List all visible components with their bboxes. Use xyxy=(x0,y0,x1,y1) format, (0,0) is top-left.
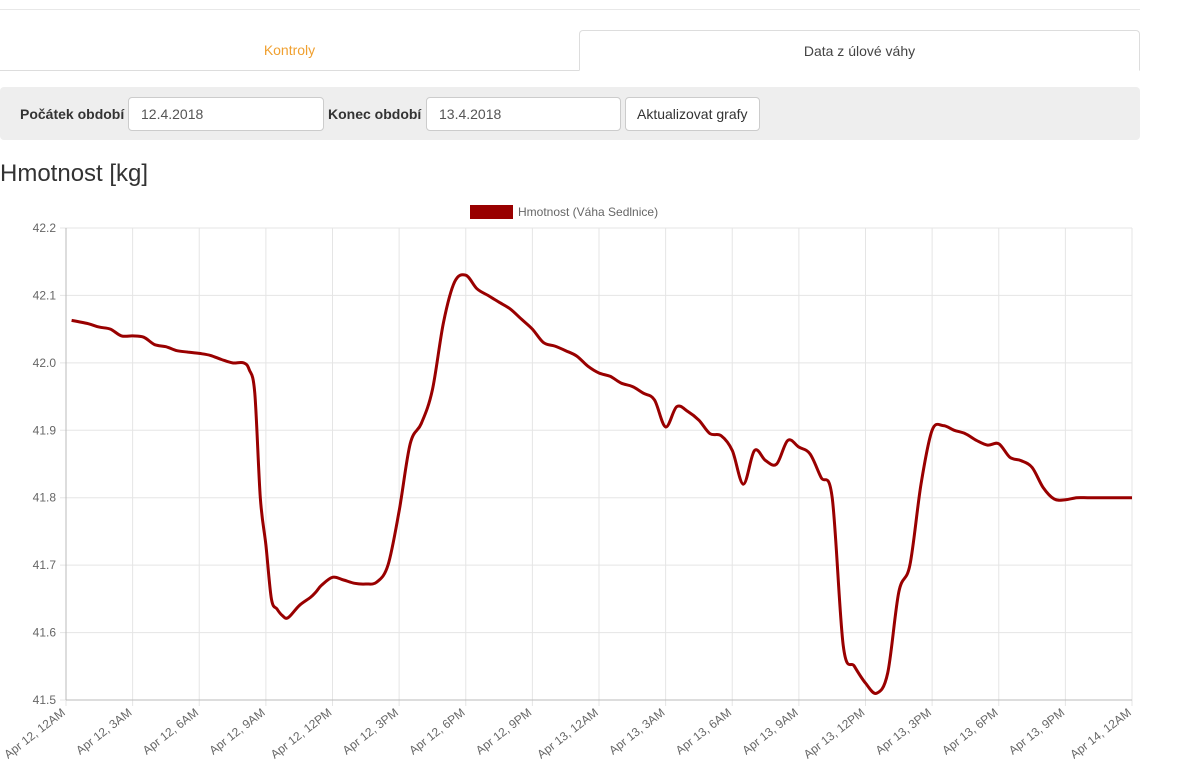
series-line-hmotnost xyxy=(71,273,1132,695)
tab-bar: Kontroly Data z úlové váhy xyxy=(0,30,1140,72)
x-tick-label: Apr 13, 12PM xyxy=(801,705,867,761)
y-tick-label: 41.7 xyxy=(33,558,57,572)
x-tick-label: Apr 13, 9PM xyxy=(1006,705,1067,757)
x-tick-label: Apr 12, 9AM xyxy=(207,705,268,757)
legend-swatch xyxy=(470,205,513,219)
y-tick-label: 42.1 xyxy=(33,288,57,302)
x-tick-label: Apr 13, 6AM xyxy=(673,705,734,757)
x-tick-label: Apr 12, 6PM xyxy=(406,705,467,757)
end-date-input[interactable] xyxy=(426,97,621,131)
start-date-label: Počátek období xyxy=(20,106,125,122)
x-tick-label: Apr 12, 12PM xyxy=(268,705,334,761)
chart-title: Hmotnost [kg] xyxy=(0,160,149,187)
x-tick-label: Apr 13, 12AM xyxy=(534,705,600,761)
tab-data-z-ulove-vahy[interactable]: Data z úlové váhy xyxy=(579,30,1140,71)
x-tick-label: Apr 12, 6AM xyxy=(140,705,201,757)
x-tick-label: Apr 13, 9AM xyxy=(740,705,801,757)
x-tick-label: Apr 13, 6PM xyxy=(939,705,1000,757)
legend-label: Hmotnost (Váha Sedlnice) xyxy=(518,205,658,219)
top-divider xyxy=(0,9,1140,10)
y-tick-label: 42.0 xyxy=(33,356,57,370)
x-tick-label: Apr 12, 3PM xyxy=(340,705,401,757)
x-tick-label: Apr 13, 3AM xyxy=(606,705,667,757)
date-filter-bar: Počátek období Konec období Aktualizovat… xyxy=(0,87,1140,140)
y-tick-label: 41.5 xyxy=(33,693,57,707)
y-tick-label: 42.2 xyxy=(33,221,57,235)
x-tick-label: Apr 13, 3PM xyxy=(873,705,934,757)
tab-kontroly[interactable]: Kontroly xyxy=(0,30,579,71)
start-date-input[interactable] xyxy=(128,97,324,131)
y-tick-label: 41.9 xyxy=(33,423,57,437)
update-charts-button[interactable]: Aktualizovat grafy xyxy=(625,97,760,131)
x-tick-label: Apr 12, 12AM xyxy=(1,705,67,761)
x-tick-label: Apr 14, 12AM xyxy=(1067,705,1133,761)
y-tick-label: 41.8 xyxy=(33,491,57,505)
y-tick-label: 41.6 xyxy=(33,626,57,640)
x-tick-label: Apr 12, 3AM xyxy=(73,705,134,757)
end-date-label: Konec období xyxy=(328,106,422,122)
x-tick-label: Apr 12, 9PM xyxy=(473,705,534,757)
